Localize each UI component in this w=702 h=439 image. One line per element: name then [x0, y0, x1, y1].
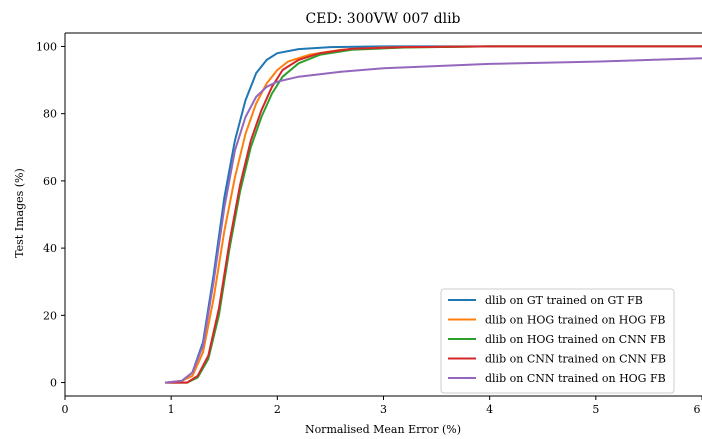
y-tick-label: 0: [50, 377, 57, 390]
y-tick-label: 80: [43, 108, 57, 121]
y-tick-label: 20: [43, 309, 57, 322]
x-tick-label: 3: [380, 403, 387, 416]
chart-title: CED: 300VW 007 dlib: [305, 11, 460, 27]
series-line: [164, 57, 702, 384]
legend: dlib on GT trained on GT FB dlib on HOG t…: [440, 288, 675, 394]
series-lines: [164, 45, 702, 384]
legend-entry-label: dlib on CNN trained on HOG FB: [485, 372, 666, 385]
y-tick-label: 40: [43, 242, 57, 255]
x-tick-label: 2: [274, 403, 281, 416]
x-tick-label: 4: [486, 403, 493, 416]
x-ticks: 0 1 2 3 4 5 6: [62, 396, 702, 416]
legend-entry-label: dlib on HOG trained on HOG FB: [485, 314, 665, 327]
legend-entry-label: dlib on GT trained on GT FB: [485, 294, 643, 307]
y-ticks: 0 20 40 60 80 100: [36, 40, 65, 390]
legend-entry-label: dlib on HOG trained on CNN FB: [485, 333, 666, 346]
x-tick-label: 5: [592, 403, 599, 416]
legend-entry-label: dlib on CNN trained on CNN FB: [485, 353, 666, 366]
x-tick-label: 1: [168, 403, 175, 416]
y-tick-label: 60: [43, 175, 57, 188]
y-axis-label: Test Images (%): [13, 168, 26, 258]
y-tick-label: 100: [36, 40, 57, 53]
x-tick-label: 6: [694, 403, 701, 416]
series-line: [164, 45, 702, 384]
x-axis-label: Normalised Mean Error (%): [305, 423, 461, 436]
legend-frame: [440, 288, 675, 394]
x-tick-label: 0: [62, 403, 69, 416]
